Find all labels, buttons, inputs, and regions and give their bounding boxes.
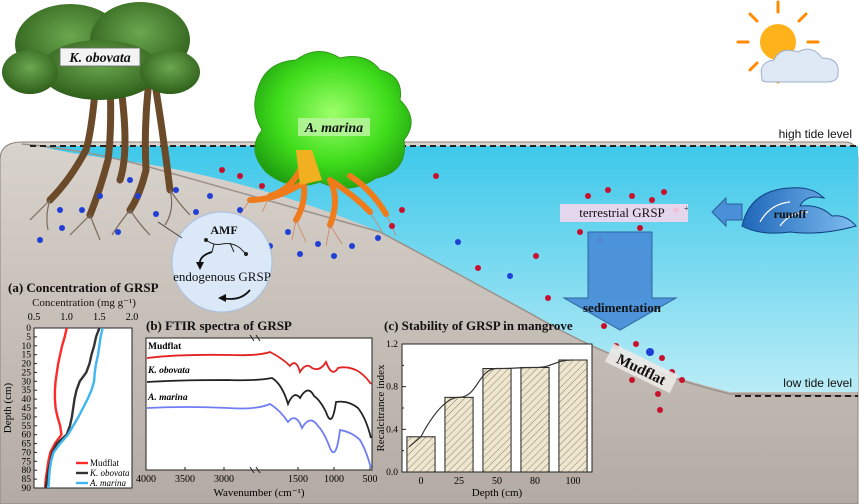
kobovata-label: K. obovata: [68, 51, 130, 66]
panel-a-ytick-label: 30: [22, 377, 32, 387]
panel-c-trend-curve: [408, 359, 574, 448]
panel-a-ytick-label: 80: [22, 466, 32, 476]
panel-a-ytick-label: 15: [22, 351, 32, 361]
panel-a-ytick-label: 25: [22, 368, 32, 378]
panel-a-ytick-label: 35: [22, 386, 32, 396]
panel-c-xtick-label: 25: [454, 476, 464, 487]
panel-a-ylabel: Depth (cm): [2, 382, 14, 433]
panel-b-frame: [145, 337, 373, 471]
high-tide-label: high tide level: [779, 127, 852, 141]
panel-c-bar: [406, 436, 436, 473]
panel-a-xtick-label: 0.5: [28, 312, 41, 323]
panel-c-ytick-label: 1.2: [386, 340, 398, 350]
panel-a-ytick-label: 0: [26, 324, 31, 334]
panel-a-legend-label: Mudflat: [90, 458, 119, 468]
panel-c-xtick-label: 0: [419, 476, 424, 487]
concentration-chart: 0.5 1.0 1.5 2.0 0510152025303540455055606570…: [2, 312, 138, 494]
panel-c-ytick-label: 0.4: [386, 425, 398, 435]
endogenous-grsp-label: endogenous GRSP: [173, 269, 271, 284]
amarina-label: A. marina: [304, 121, 363, 136]
panel-b-axis-break: [249, 334, 261, 474]
runoff-arrow: [711, 196, 743, 228]
panel-c-title: (c) Stability of GRSP in mangrove: [384, 318, 573, 333]
panel-b-series-label: A. marina: [147, 393, 188, 403]
panel-a-ytick-label: 45: [22, 404, 32, 414]
panel-a-title: (a) Concentration of GRSP: [8, 280, 159, 295]
sedimentation-arrow: [562, 231, 678, 331]
panel-c-xtick-label: 50: [492, 476, 502, 487]
panel-c-ytick-label: 0.8: [386, 383, 398, 393]
terrestrial-grsp-superscript: +: [684, 204, 689, 213]
wave-icon: [741, 187, 857, 234]
terrestrial-grsp-box: [560, 204, 688, 222]
panel-a-ytick-label: 90: [22, 484, 32, 494]
panel-a-xtick-label: 2.0: [126, 312, 139, 323]
panel-c-xtick-label: 80: [530, 476, 540, 487]
amf-hyphae-icon: [204, 238, 248, 256]
panel-a-ytick-label: 5: [26, 333, 31, 343]
panel-a-ytick-label: 75: [22, 457, 32, 467]
panel-c-xtick-label: 100: [566, 476, 581, 487]
panel-a-series-0: [43, 327, 68, 489]
panel-b-series-label: Mudflat: [148, 342, 182, 352]
panel-a-ytick-label: 60: [22, 431, 32, 441]
panel-c-xlabel: Depth (cm): [472, 487, 523, 499]
panel-a-ytick-label: 10: [22, 342, 32, 352]
panel-b-xtick-label: 1500: [288, 474, 308, 485]
panel-a-ytick-label: 65: [22, 440, 32, 450]
panel-b-xtick-label: 1000: [324, 474, 344, 485]
sedimentation-label: sedimentation: [583, 300, 662, 315]
sun-icon: [736, 0, 820, 84]
terrestrial-grsp-label: terrestrial GRSP: [579, 205, 665, 220]
panel-c-bar: [558, 359, 588, 473]
panel-c-ylabel: Recalcitrance index: [375, 364, 387, 452]
panel-a-ytick-label: 40: [22, 395, 32, 405]
panel-a-legend-label: A. marina: [89, 478, 127, 488]
cloud-icon: [760, 48, 839, 83]
panel-c-bar: [520, 366, 550, 473]
panel-b-xtick-label: 3000: [214, 474, 234, 485]
panel-a-ytick-label: 70: [22, 448, 32, 458]
panel-b-series-0: [146, 351, 372, 385]
panel-a-ytick-label: 20: [22, 360, 32, 370]
panel-b-xtick-label: 500: [363, 474, 378, 485]
amf-cycle: AMF endogenous GRSP: [157, 211, 273, 313]
panel-b-xlabel: Wavenumber (cm⁻¹): [214, 487, 305, 499]
panel-b-series-2: [146, 402, 372, 469]
runoff-label: runoff: [774, 207, 808, 221]
panel-b-xtick-label: 3500: [175, 474, 195, 485]
panel-b-title: (b) FTIR spectra of GRSP: [146, 318, 292, 333]
blue-grsp-particles: [37, 177, 654, 356]
panel-a-ytick-label: 85: [22, 475, 32, 485]
low-tide-label: low tide level: [783, 376, 852, 390]
panel-a-legend-label: K. obovata: [89, 468, 130, 478]
panel-a-xtick-label: 1.5: [93, 312, 106, 323]
panel-a-ytick-label: 55: [22, 422, 32, 432]
panel-a-xtick-label: 1.0: [60, 312, 73, 323]
ftir-chart: 4000 3500 3000 1500 1000 500 Wavenumber (cm⁻¹)…: [136, 334, 378, 499]
amarina-label-box: [298, 118, 370, 136]
amf-label: AMF: [210, 223, 237, 237]
kobovata-label-box: [59, 47, 141, 67]
panel-a-ytick-label: 50: [22, 413, 32, 423]
panel-b-series-label: K. obovata: [147, 366, 190, 376]
panel-a-series-2: [47, 327, 104, 489]
panel-c-bar: [444, 396, 474, 473]
panel-b-series-1: [146, 377, 372, 439]
panel-a-xlabel: Concentration (mg g⁻¹): [32, 297, 136, 309]
panel-c-ytick-label: 0.0: [386, 468, 398, 478]
panel-b-xtick-label: 4000: [136, 474, 156, 485]
stability-chart: 0.0 0.4 0.8 1.2 Recalcitrance index 0 25 50 80 10…: [375, 340, 593, 499]
panel-c-bar: [482, 368, 512, 473]
